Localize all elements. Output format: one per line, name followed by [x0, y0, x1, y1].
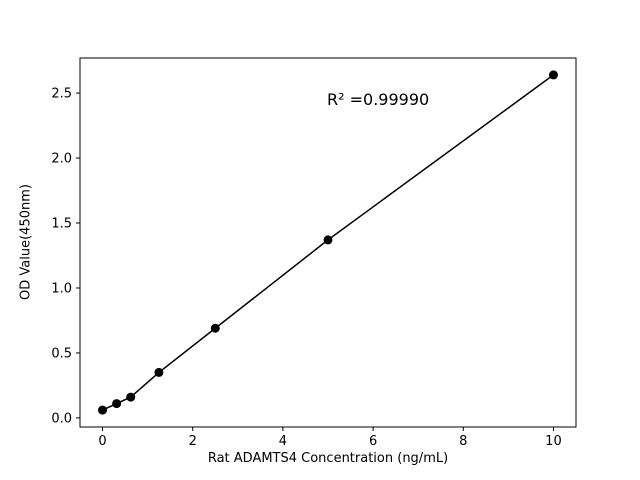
- y-tick-label: 2.0: [51, 152, 72, 167]
- x-tick-label: 2: [189, 434, 197, 449]
- y-axis-label: OD Value(450nm): [18, 184, 34, 300]
- data-point-marker: [323, 235, 333, 245]
- data-point-marker: [126, 392, 136, 402]
- y-tick-label: 2.5: [51, 87, 72, 102]
- data-point-marker: [98, 405, 108, 415]
- y-tick-label: 1.0: [51, 281, 72, 296]
- y-tick-label: 1.5: [51, 217, 72, 232]
- x-tick-label: 8: [459, 434, 467, 449]
- r-squared-annotation: R² =0.99990: [327, 90, 430, 109]
- x-tick-label: 6: [369, 434, 377, 449]
- y-tick-label: 0.5: [51, 346, 72, 361]
- x-tick-label: 4: [279, 434, 287, 449]
- x-tick-label: 10: [545, 434, 562, 449]
- y-tick-label: 0.0: [51, 411, 72, 426]
- x-axis-label: Rat ADAMTS4 Concentration (ng/mL): [207, 451, 449, 466]
- x-tick-label: 0: [98, 434, 106, 449]
- data-point-marker: [154, 367, 164, 377]
- data-point-marker: [548, 70, 558, 80]
- data-point-marker: [112, 399, 122, 409]
- data-point-marker: [210, 323, 220, 333]
- axes-spines: [79, 57, 577, 428]
